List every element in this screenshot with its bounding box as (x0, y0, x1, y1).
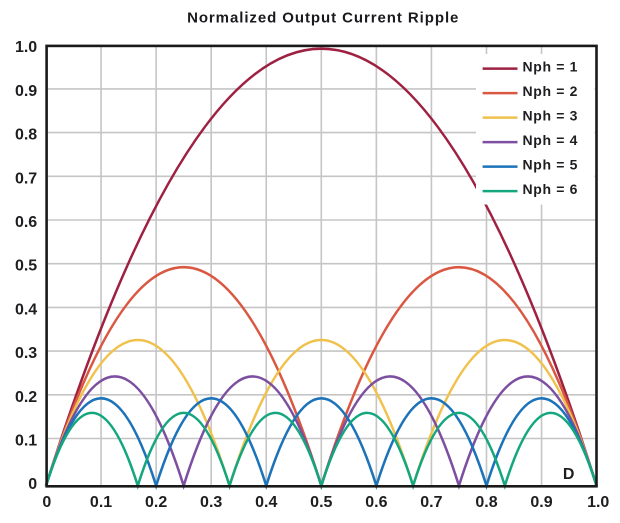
svg-text:0.8: 0.8 (475, 494, 497, 511)
svg-text:0.7: 0.7 (15, 170, 37, 187)
svg-text:Nph = 6: Nph = 6 (523, 181, 579, 197)
svg-text:0: 0 (42, 494, 51, 511)
svg-text:Nph = 2: Nph = 2 (523, 83, 579, 99)
svg-text:0.3: 0.3 (15, 345, 37, 362)
svg-text:0.9: 0.9 (15, 83, 37, 100)
svg-text:0.9: 0.9 (530, 494, 552, 511)
svg-text:0.7: 0.7 (420, 494, 442, 511)
svg-text:0.4: 0.4 (15, 301, 37, 318)
svg-text:Nph = 4: Nph = 4 (523, 132, 579, 148)
svg-text:0.6: 0.6 (15, 214, 37, 231)
svg-text:0.6: 0.6 (365, 494, 387, 511)
svg-text:1.0: 1.0 (15, 39, 37, 56)
svg-text:0.1: 0.1 (15, 433, 37, 450)
svg-text:0.2: 0.2 (15, 389, 37, 406)
svg-text:D: D (563, 466, 575, 483)
svg-text:0.8: 0.8 (15, 127, 37, 144)
svg-text:Nph = 3: Nph = 3 (523, 108, 579, 124)
svg-text:0: 0 (28, 476, 37, 493)
svg-text:0.4: 0.4 (255, 494, 277, 511)
svg-text:1.0: 1.0 (587, 494, 609, 511)
svg-text:0.1: 0.1 (90, 494, 112, 511)
svg-text:0.5: 0.5 (310, 494, 332, 511)
svg-text:Nph = 5: Nph = 5 (523, 157, 579, 173)
svg-text:0.3: 0.3 (200, 494, 222, 511)
svg-text:0.5: 0.5 (15, 258, 37, 275)
svg-text:Nph = 1: Nph = 1 (523, 59, 579, 75)
svg-text:0.2: 0.2 (145, 494, 167, 511)
svg-text:Normalized Output Current Ripp: Normalized Output Current Ripple (187, 10, 459, 27)
